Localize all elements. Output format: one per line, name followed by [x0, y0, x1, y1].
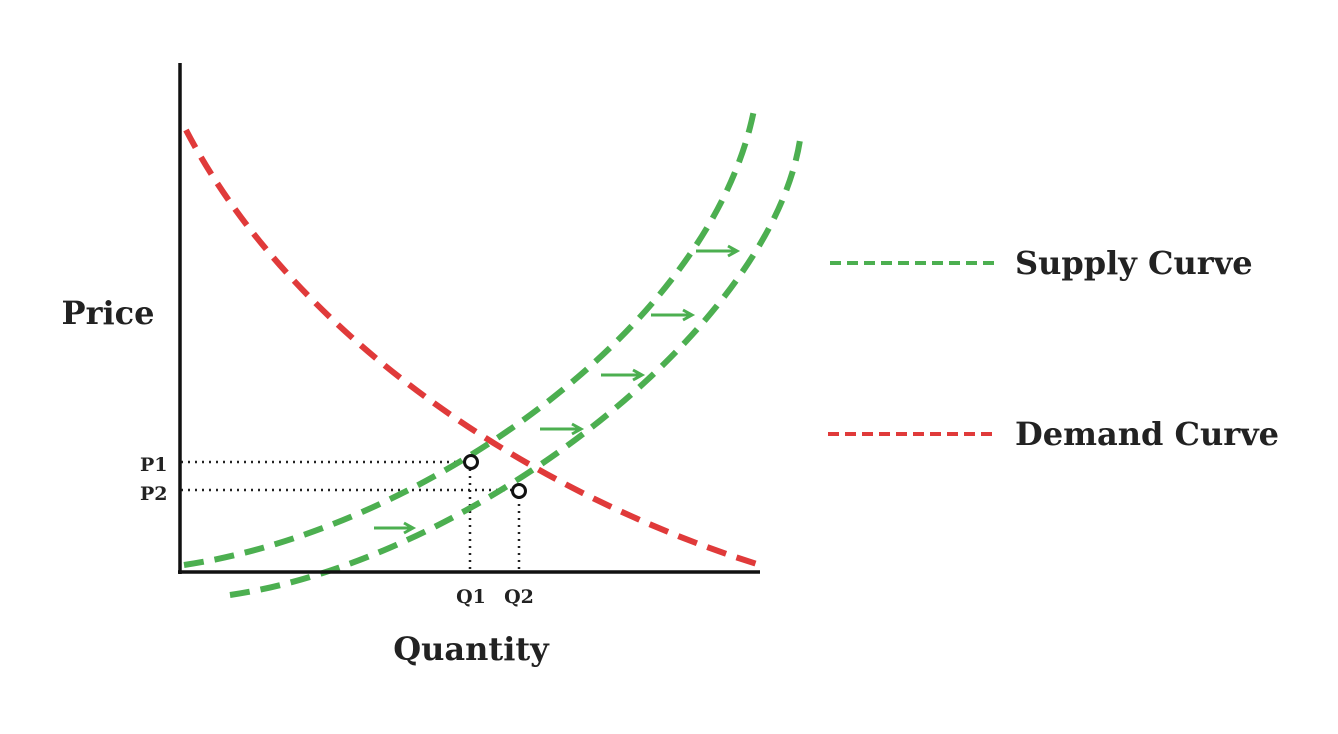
guide-lines	[181, 460, 521, 572]
shift-arrow	[540, 422, 585, 436]
p2-label: P2	[140, 483, 168, 505]
legend-label-demand: Demand Curve	[1015, 415, 1279, 453]
shift-arrow	[651, 308, 696, 322]
equilibrium-point-2	[511, 483, 527, 499]
y-axis-title: Price	[62, 294, 155, 332]
equilibrium-point-1	[463, 454, 479, 470]
legend: Supply Curve Demand Curve	[828, 244, 1279, 453]
supply-curve-original	[183, 109, 757, 568]
legend-item-supply: Supply Curve	[830, 244, 1253, 282]
axes	[178, 63, 760, 574]
p1-label: P1	[140, 454, 168, 476]
q2-label: Q2	[504, 586, 534, 608]
q1-label: Q1	[456, 586, 486, 608]
legend-item-demand: Demand Curve	[828, 415, 1279, 453]
x-axis-title: Quantity	[393, 630, 550, 668]
shift-arrow	[696, 244, 741, 258]
demand-curve	[183, 128, 761, 568]
supply-curve-shifted	[229, 139, 803, 598]
legend-label-supply: Supply Curve	[1015, 244, 1253, 282]
shift-arrows	[374, 244, 741, 535]
shift-arrow	[374, 521, 417, 535]
shift-arrow	[601, 368, 646, 382]
